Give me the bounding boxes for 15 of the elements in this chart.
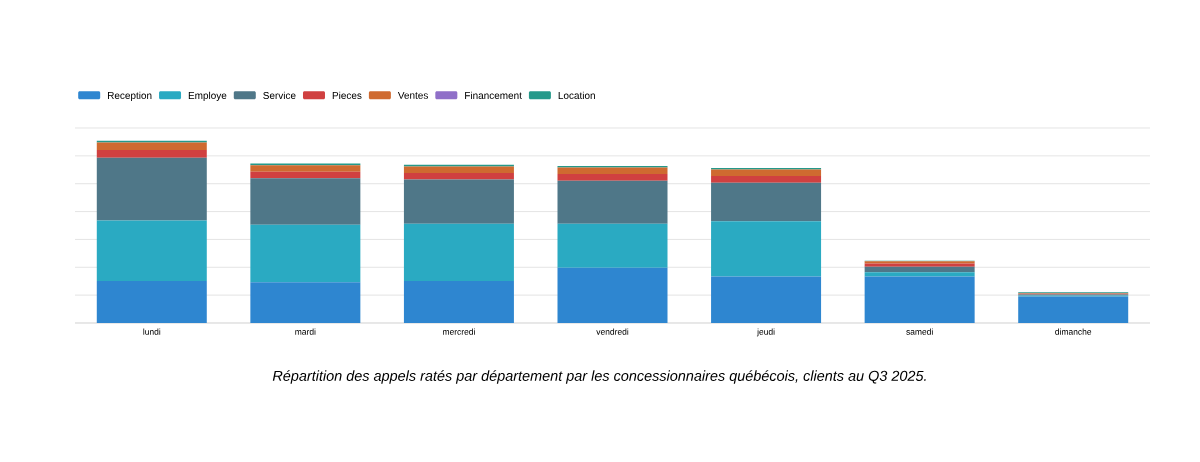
x-tick-label: lundi [143, 328, 161, 335]
legend-label: Pieces [332, 91, 362, 100]
x-tick-label: mardi [295, 328, 316, 335]
x-tick-label: samedi [906, 328, 933, 335]
x-tick-label: vendredi [596, 328, 629, 335]
legend-label: Financement [465, 91, 522, 100]
x-tick-label: jeudi [756, 328, 775, 337]
legend-label: Location [558, 91, 595, 100]
legend-label: Reception [107, 91, 152, 101]
legend-label: Ventes [397, 91, 428, 99]
x-tick-label: mercredi [443, 328, 475, 335]
x-tick-label: dimanche [1055, 328, 1092, 335]
legend-label: Employe [188, 91, 227, 101]
legend-label: Service [263, 91, 296, 100]
text: Répartition des appels ratés par département par les concessionnaires québécois, clients au Q3 2025. [272, 370, 926, 384]
